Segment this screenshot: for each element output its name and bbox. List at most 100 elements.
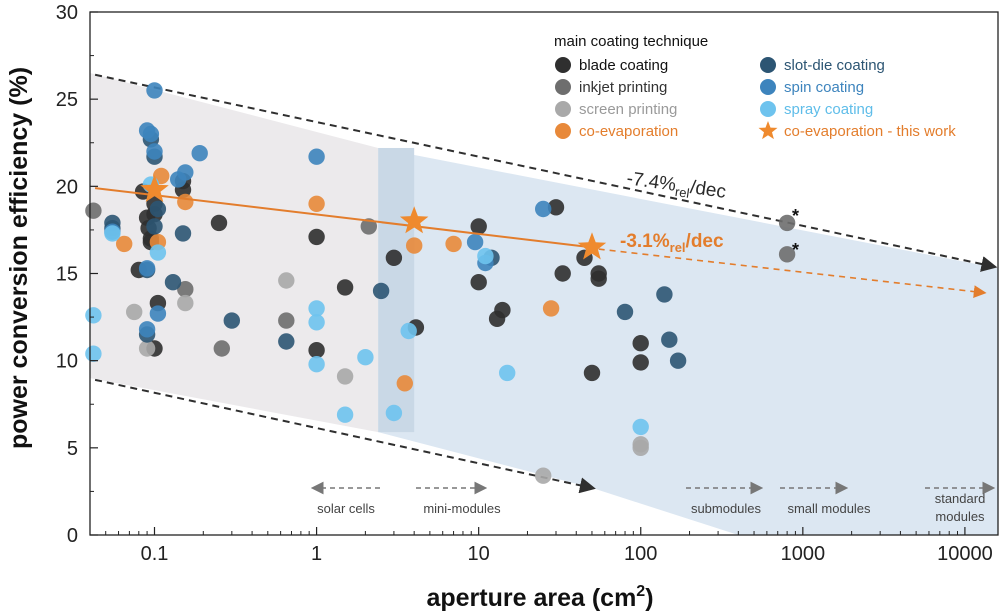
point-inkjet (213, 340, 230, 357)
point-coevap (116, 235, 133, 253)
point-blade (385, 249, 403, 266)
y-tick-label: 20 (56, 176, 78, 198)
point-slotdie (164, 274, 182, 291)
point-inkjet (278, 312, 295, 329)
legend-marker-blade (555, 57, 571, 73)
legend-marker-thiswork (758, 121, 778, 140)
point-spin (138, 321, 156, 338)
legend-marker-coevap (555, 123, 571, 139)
point-spray (104, 225, 121, 242)
point-spray (336, 406, 354, 423)
point-blade (632, 354, 649, 371)
point-screen (632, 439, 649, 456)
point-blade (470, 218, 487, 235)
point-spray (357, 349, 374, 366)
point-screen (336, 368, 354, 385)
x-tick-label: 10 (468, 543, 490, 565)
this-work-stars (140, 174, 607, 260)
point-blade (308, 342, 325, 359)
envelope-lines (94, 73, 998, 494)
legend: main coating technique blade coating inkj… (554, 33, 956, 140)
point-slotdie (174, 225, 192, 242)
point-screen (138, 340, 156, 357)
tick-labels: 0.1 1 10 100 1000 10000 0 5 10 15 20 25 30 (56, 2, 993, 565)
legend-label-blade: blade coating (579, 57, 668, 74)
point-spray (385, 404, 403, 422)
point-inkjet (778, 246, 796, 263)
x-tick-label: 1000 (781, 543, 826, 565)
legend-label-spin: spin coating (784, 79, 864, 96)
point-blade (547, 199, 565, 216)
point-slotdie (616, 303, 634, 321)
point-spray (308, 314, 325, 331)
point-slotdie (278, 333, 295, 350)
point-coevap (308, 195, 325, 212)
legend-marker-inkjet (555, 79, 571, 95)
legend-items: blade coating inkjet printing screen print… (555, 57, 956, 140)
point-inkjet (778, 214, 796, 232)
point-screen (177, 294, 194, 312)
y-tick-label: 10 (56, 351, 78, 373)
slope-label-trend: -3.1%rel/dec (620, 231, 724, 255)
y-tick-label: 30 (56, 2, 78, 24)
point-spray (632, 418, 649, 436)
point-spray (499, 364, 516, 382)
point-spin (138, 260, 156, 277)
region-large-area (378, 147, 998, 536)
legend-marker-spin (760, 79, 776, 95)
point-screen (278, 272, 295, 289)
category-standard-modules-line1: standard (935, 491, 986, 506)
star-point-this-work (140, 174, 169, 202)
point-blade (494, 301, 511, 319)
point-inkjet (360, 218, 377, 235)
point-slotdie (372, 282, 390, 300)
legend-marker-screen (555, 101, 571, 117)
size-category-bar: solar cells mini-modules submodules smal… (310, 481, 996, 524)
point-blade (210, 214, 228, 232)
point-slotdie (146, 218, 163, 235)
point-inkjet (177, 281, 194, 298)
legend-marker-slotdie (760, 57, 776, 73)
point-slotdie (223, 312, 240, 329)
point-spray (308, 300, 325, 317)
point-coevap (396, 375, 413, 392)
point-slotdie (661, 331, 678, 348)
point-spin (191, 145, 208, 162)
point-spin (146, 143, 163, 160)
y-tick-label: 5 (67, 438, 78, 460)
legend-label-slotdie: slot-die coating (784, 57, 885, 74)
point-spin (466, 233, 484, 251)
point-blade (470, 274, 487, 291)
category-solar-cells: solar cells (317, 501, 375, 516)
star-point-this-work (399, 206, 429, 234)
point-spray (400, 322, 417, 340)
legend-label-screen: screen printing (579, 101, 677, 118)
point-spray (477, 247, 494, 265)
category-submodules: submodules (691, 501, 762, 516)
point-spray (149, 244, 167, 261)
legend-label-thiswork: co-evaporation - this work (784, 123, 956, 140)
point-blade (554, 265, 571, 282)
point-spin (149, 305, 167, 322)
point-blade (583, 364, 601, 382)
y-tick-label: 0 (67, 525, 78, 547)
point-spray (308, 356, 325, 373)
x-axis-title: aperture area (cm2) (426, 583, 653, 612)
lower-envelope-line (94, 378, 596, 494)
point-spin (308, 148, 325, 165)
trend-line (94, 187, 987, 298)
point-blade (590, 265, 607, 282)
legend-marker-spray (760, 101, 776, 117)
point-spin (535, 200, 552, 218)
x-tick-label: 0.1 (141, 543, 169, 565)
point-coevap (406, 237, 423, 254)
category-standard-modules-line2: modules (935, 509, 985, 524)
star-point-this-work (577, 232, 607, 260)
x-tick-label: 10000 (937, 543, 993, 565)
legend-label-spray: spray coating (784, 101, 873, 118)
point-spin (146, 82, 163, 99)
x-tick-label: 1 (311, 543, 322, 565)
data-points (85, 82, 796, 484)
upper-envelope-line (94, 73, 998, 272)
y-tick-label: 25 (56, 89, 78, 111)
